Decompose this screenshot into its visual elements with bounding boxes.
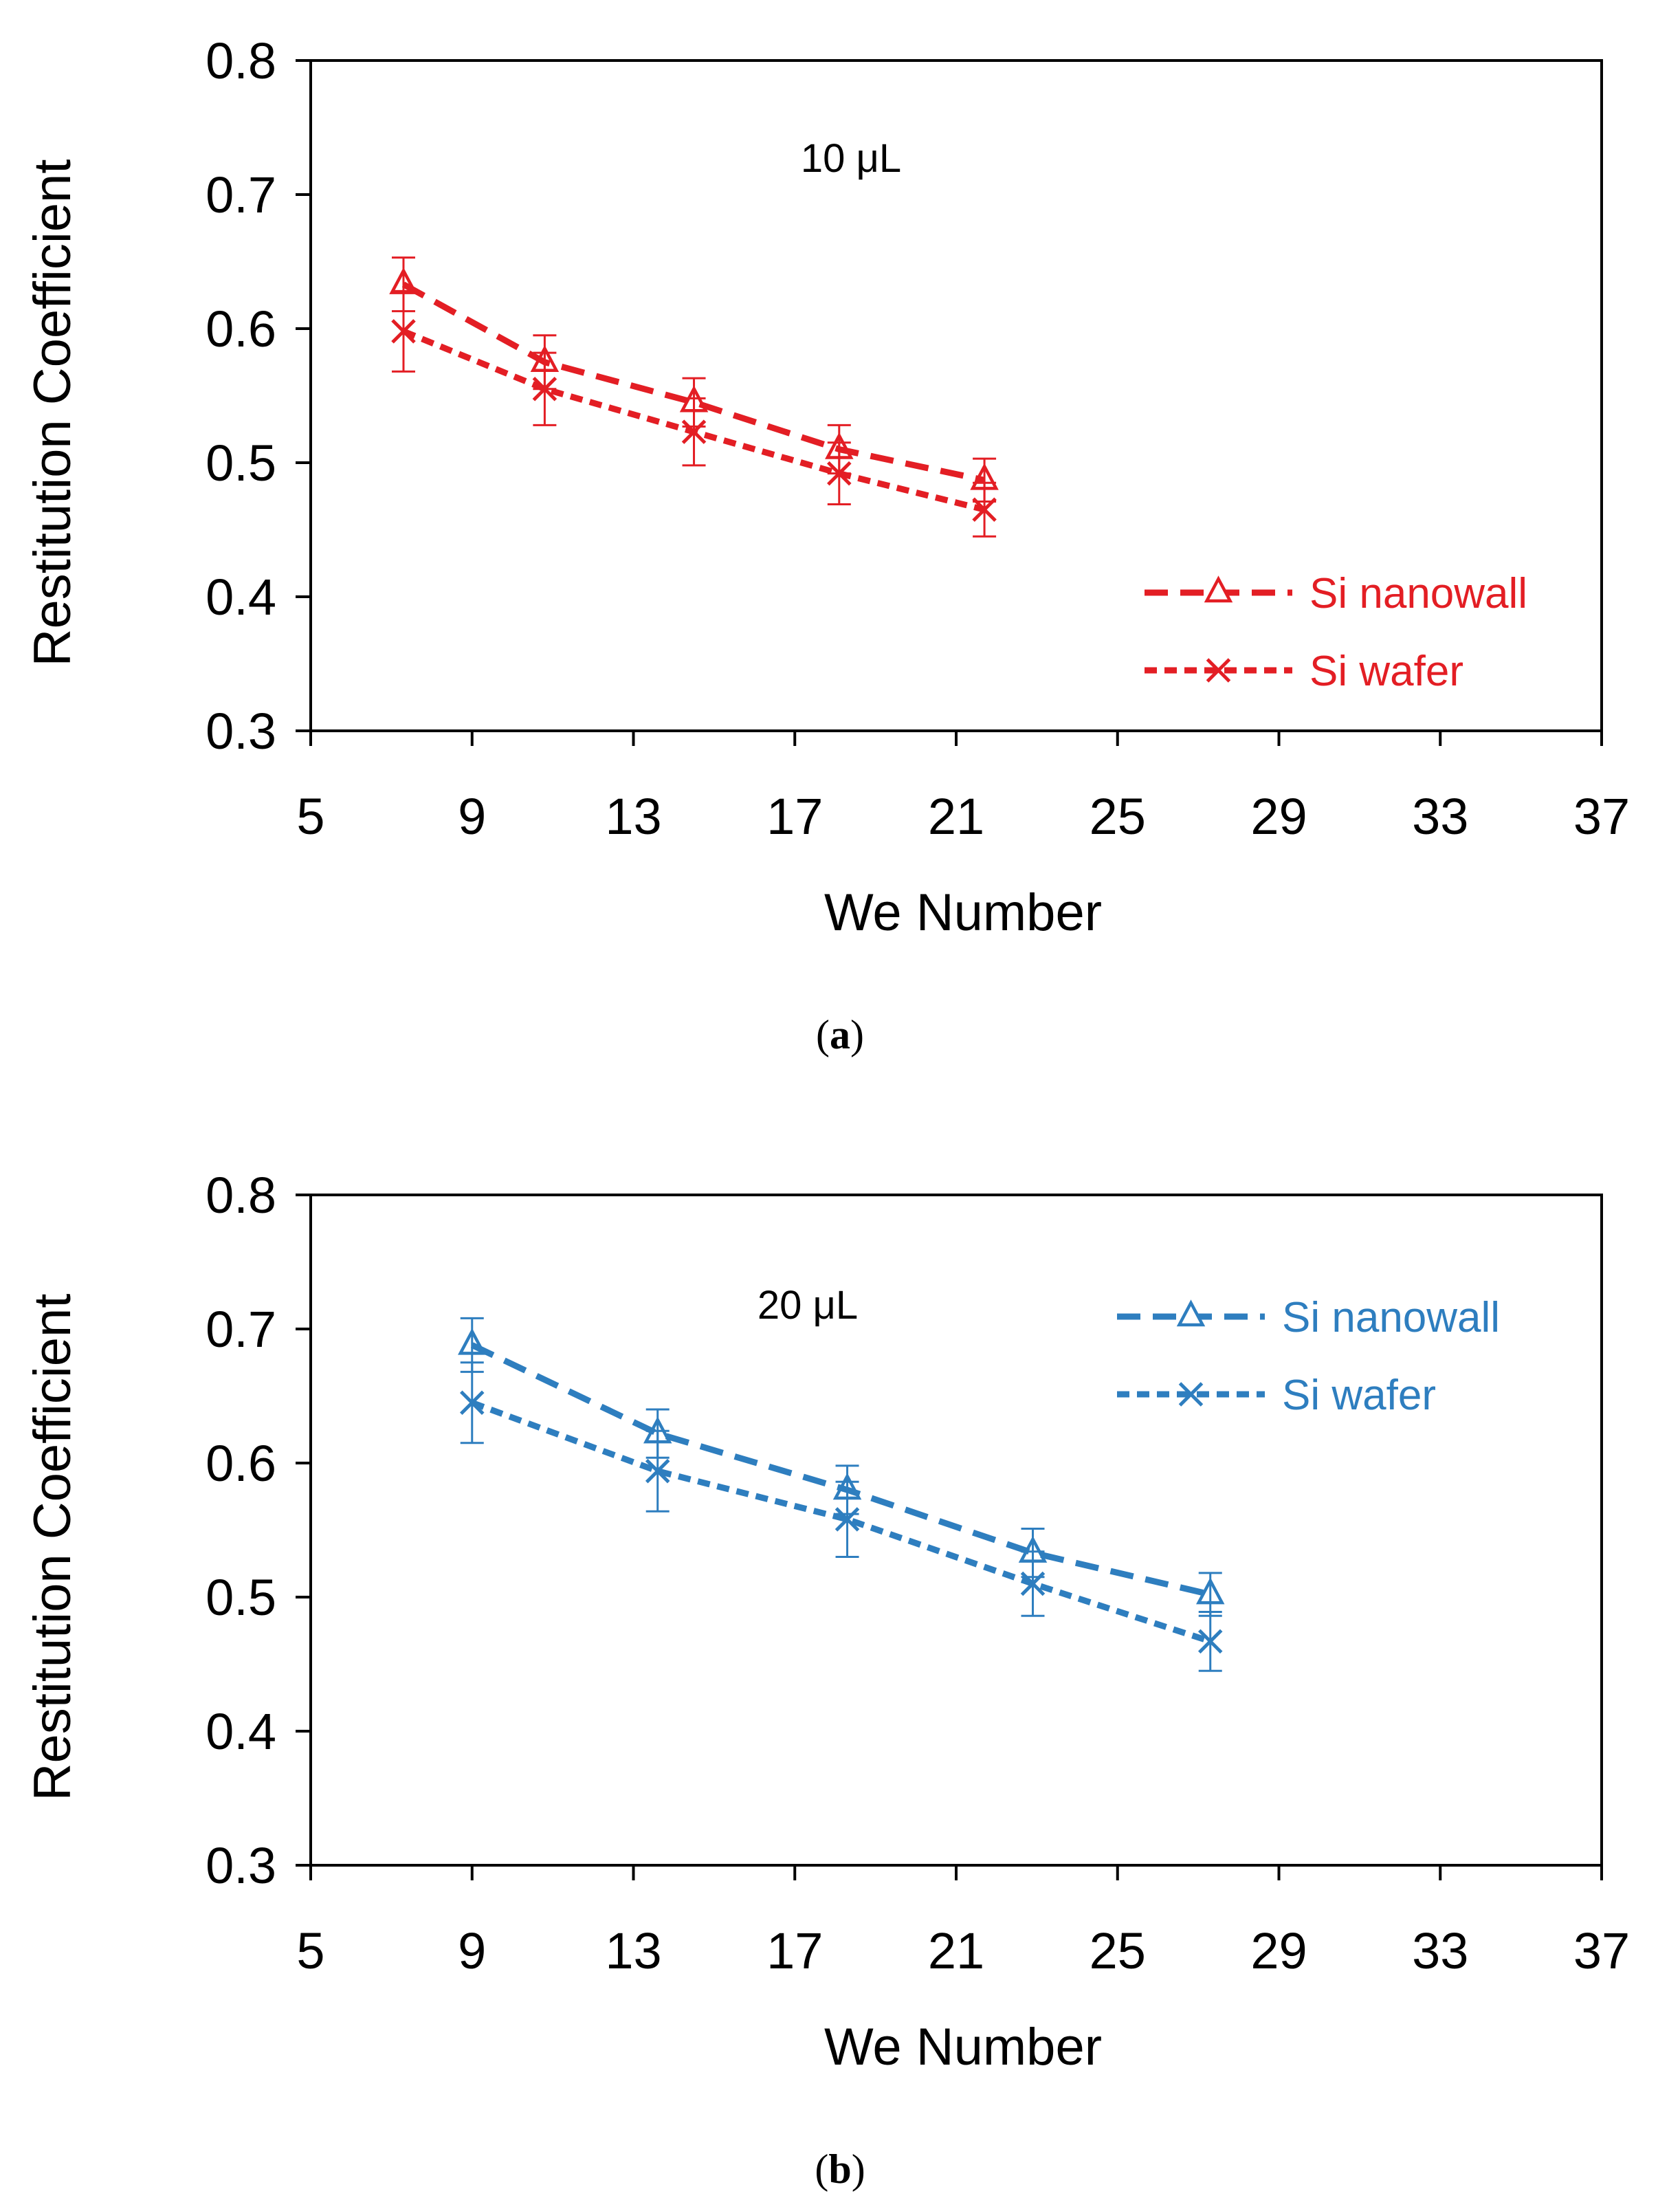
x-stroke bbox=[459, 1390, 485, 1416]
series-si-wafer bbox=[391, 289, 997, 538]
data-point-x bbox=[681, 419, 707, 444]
x-stroke bbox=[391, 319, 416, 344]
x-tick-label: 21 bbox=[928, 788, 984, 845]
x-tick-label: 33 bbox=[1412, 1922, 1468, 1979]
y-tick-label: 0.8 bbox=[206, 1167, 276, 1224]
data-point-x bbox=[835, 1507, 860, 1532]
y-tick-label: 0.6 bbox=[206, 1435, 276, 1492]
x-stroke bbox=[532, 376, 557, 402]
data-point-x bbox=[1197, 1629, 1223, 1654]
data-point-x bbox=[1020, 1571, 1046, 1596]
caption-paren-close: ) bbox=[852, 2146, 865, 2192]
data-point-x bbox=[391, 319, 416, 344]
caption-letter: a bbox=[830, 1012, 850, 1057]
legend-marker-triangle bbox=[1176, 1299, 1206, 1327]
y-tick-label: 0.7 bbox=[206, 1301, 276, 1358]
x-tick-label: 37 bbox=[1573, 788, 1630, 845]
chart-panel-a: 5 9 13 17 21 25 29 33 37 0.3 0.4 0.5 0.6 0.7 0.8 We Num… bbox=[23, 32, 1630, 942]
y-axis-title: Restitution Coefficient bbox=[23, 160, 82, 667]
panel-caption: (b) bbox=[815, 2146, 865, 2192]
legend-item-si-nanowall: Si nanowall bbox=[1145, 570, 1527, 617]
series-line bbox=[471, 1400, 1212, 1645]
y-tick-label: 0.3 bbox=[206, 703, 276, 760]
x-stroke bbox=[835, 1507, 860, 1532]
x-tick-label: 17 bbox=[766, 788, 823, 845]
y-axis-title: Restitution Coefficient bbox=[23, 1294, 82, 1801]
legend-marker-x bbox=[1178, 1382, 1204, 1407]
x-stroke bbox=[645, 1458, 670, 1484]
legend-label: Si wafer bbox=[1309, 648, 1463, 695]
x-tick-label: 13 bbox=[605, 1922, 661, 1979]
y-tick-label: 0.4 bbox=[206, 569, 276, 626]
caption-letter: b bbox=[828, 2146, 851, 2192]
legend-marker-triangle bbox=[1204, 575, 1233, 603]
x-stroke bbox=[1197, 1629, 1223, 1654]
x-tick-label: 13 bbox=[605, 788, 661, 845]
data-point-x bbox=[532, 376, 557, 402]
x-tick-label: 17 bbox=[766, 1922, 823, 1979]
plot-frame bbox=[309, 59, 1603, 732]
caption-paren-open: ( bbox=[815, 2146, 828, 2192]
y-tick-label: 0.3 bbox=[206, 1837, 276, 1894]
legend-item-si-nanowall: Si nanowall bbox=[1117, 1294, 1500, 1341]
series-si-nanowall bbox=[458, 1317, 1225, 1617]
x-stroke bbox=[827, 461, 852, 486]
x-axis-title: We Number bbox=[824, 883, 1102, 942]
x-tick-label: 29 bbox=[1250, 788, 1307, 845]
legend-marker-x bbox=[1206, 658, 1231, 683]
series-si-wafer bbox=[459, 1361, 1223, 1672]
y-tick-label: 0.6 bbox=[206, 300, 276, 358]
data-point-x bbox=[972, 497, 997, 523]
data-point-x bbox=[827, 461, 852, 486]
chart-panel-b: 5 9 13 17 21 25 29 33 37 0.3 0.4 0.5 0.6 0.7 0.8 We Num… bbox=[23, 1167, 1630, 2076]
y-tick-label: 0.7 bbox=[206, 166, 276, 223]
x-tick-label: 21 bbox=[928, 1922, 984, 1979]
x-tick-label: 5 bbox=[296, 1922, 324, 1979]
x-tick-label: 25 bbox=[1090, 1922, 1146, 1979]
caption-paren-close: ) bbox=[850, 1012, 864, 1057]
x-stroke bbox=[681, 419, 707, 444]
x-stroke bbox=[972, 497, 997, 523]
volume-annotation: 20 μL bbox=[758, 1283, 858, 1328]
legend-item-si-wafer: Si wafer bbox=[1117, 1372, 1436, 1419]
x-tick-label: 25 bbox=[1090, 788, 1146, 845]
y-tick-label: 0.8 bbox=[206, 32, 276, 89]
y-tick-label: 0.5 bbox=[206, 1569, 276, 1626]
caption-paren-open: ( bbox=[816, 1012, 830, 1057]
x-axis-title: We Number bbox=[824, 2018, 1102, 2076]
x-stroke bbox=[1020, 1571, 1046, 1596]
data-point-x bbox=[459, 1390, 485, 1416]
legend-item-si-wafer: Si wafer bbox=[1145, 648, 1463, 695]
data-point-triangle bbox=[458, 1328, 487, 1355]
legend: Si nanowall Si wafer bbox=[1145, 570, 1527, 695]
x-tick-label: 5 bbox=[296, 788, 324, 845]
legend: Si nanowall Si wafer bbox=[1117, 1294, 1500, 1419]
series-line bbox=[401, 281, 986, 483]
y-tick-label: 0.5 bbox=[206, 435, 276, 492]
legend-label: Si nanowall bbox=[1309, 570, 1527, 617]
data-point-triangle bbox=[1195, 1577, 1225, 1605]
legend-label: Si nanowall bbox=[1282, 1294, 1500, 1341]
x-tick-label: 9 bbox=[458, 1922, 486, 1979]
y-tick-label: 0.4 bbox=[206, 1703, 276, 1760]
volume-annotation: 10 μL bbox=[801, 136, 901, 181]
x-tick-label: 37 bbox=[1573, 1922, 1630, 1979]
x-tick-label: 9 bbox=[458, 788, 486, 845]
panel-caption: (a) bbox=[816, 1012, 864, 1057]
x-tick-label: 33 bbox=[1412, 788, 1468, 845]
x-tick-label: 29 bbox=[1250, 1922, 1307, 1979]
data-point-x bbox=[645, 1458, 670, 1484]
legend-label: Si wafer bbox=[1282, 1372, 1436, 1419]
